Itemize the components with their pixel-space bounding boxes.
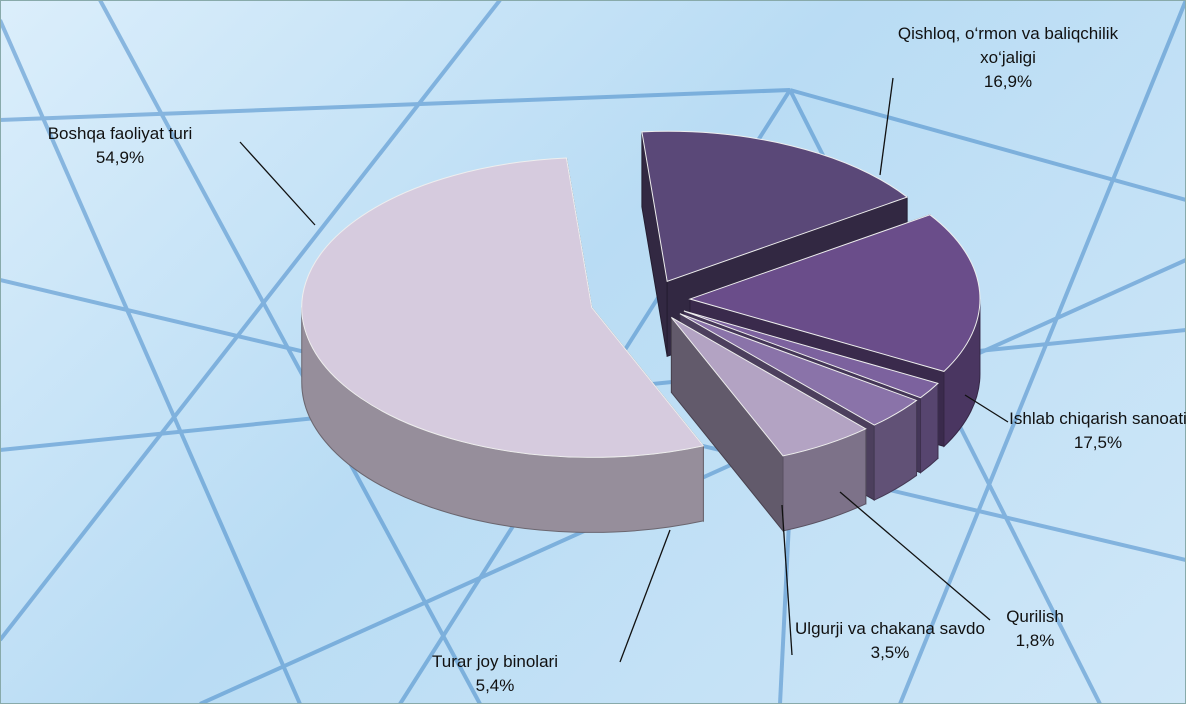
category-name: Boshqa faoliyat turi (47, 124, 193, 143)
value-label: 3,5% (870, 643, 910, 662)
slice (641, 130, 909, 282)
slice (301, 157, 705, 458)
category-name: Qurilish (1006, 607, 1064, 626)
leader-line (879, 77, 894, 176)
data-label: Qishloq, o‘rmon va baliqchilik xo‘jaligi… (878, 22, 1138, 94)
leader-line (839, 491, 991, 621)
slice (679, 313, 918, 426)
leader-line (619, 529, 671, 663)
data-label: Turar joy binolari 5,4% (385, 650, 605, 698)
data-label: Qurilish 1,8% (985, 605, 1085, 653)
slice (688, 214, 981, 372)
leader-line (239, 141, 316, 226)
data-label: Ishlab chiqarish sanoati 17,5% (1008, 407, 1186, 455)
slice (683, 310, 939, 399)
slice-wall (920, 382, 939, 474)
pie (301, 130, 981, 533)
category-name: Ulgurji va chakana savdo (795, 619, 985, 638)
data-label: Boshqa faoliyat turi 54,9% (0, 122, 240, 170)
category-name: Turar joy binolari (432, 652, 558, 671)
leader-lines (239, 77, 1009, 663)
value-label: 17,5% (1073, 433, 1123, 452)
value-label: 54,9% (95, 148, 145, 167)
slice (671, 317, 867, 457)
leader-line (964, 394, 1009, 423)
leader-line (781, 504, 793, 656)
category-name: Ishlab chiqarish sanoati (1009, 409, 1186, 428)
data-label: Ulgurji va chakana savdo 3,5% (790, 617, 990, 665)
category-name: Qishloq, o‘rmon va baliqchilik xo‘jaligi (897, 24, 1119, 67)
value-label: 5,4% (475, 676, 515, 695)
value-label: 1,8% (1015, 631, 1055, 650)
value-label: 16,9% (983, 72, 1033, 91)
